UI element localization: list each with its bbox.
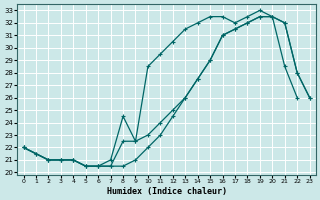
X-axis label: Humidex (Indice chaleur): Humidex (Indice chaleur) bbox=[107, 187, 227, 196]
